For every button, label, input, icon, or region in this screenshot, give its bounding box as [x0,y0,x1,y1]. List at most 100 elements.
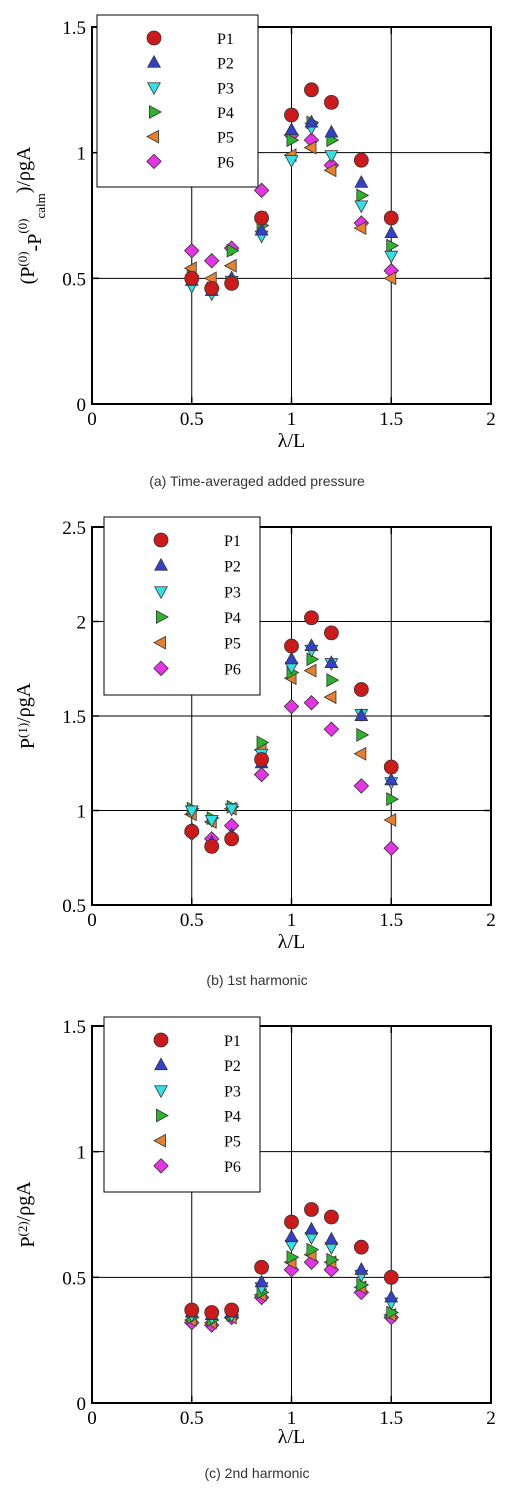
data-point-p2 [324,655,339,669]
legend-label-p6: P6 [224,661,241,678]
data-point-p3 [184,805,199,819]
x-tick-label: 1 [287,910,297,931]
data-point-p3 [284,155,299,169]
data-point-p4 [306,1242,320,1257]
data-point-p3 [324,150,339,164]
legend-marker-p3 [154,586,168,600]
data-point-p4 [306,652,320,667]
data-point-p2 [254,222,269,236]
legend-marker-p1 [153,1032,169,1048]
data-point-p1 [284,1214,299,1230]
x-tick-label: 1.5 [379,1408,403,1429]
y-tick-label: 0.5 [62,1268,86,1289]
legend: P1 P2 P3 P4 P5 P6 [103,516,261,696]
y-axis-label-tail: /ρgA [13,1181,35,1222]
legend-label-p3: P3 [224,584,241,601]
data-point-p1 [383,1269,399,1285]
x-tick-label: 1 [287,1408,297,1429]
data-point-p1 [304,610,319,626]
y-axis-label-base: (P [17,267,39,285]
y-tick-label: 0.5 [62,269,86,290]
data-point-p1 [383,759,399,775]
legend-box [103,516,261,696]
legend-marker-p5 [146,129,159,144]
data-point-p5 [223,258,237,273]
y-axis-label-mid: -P [24,234,46,252]
x-tick-label: 2 [486,409,496,430]
legend-marker-p3 [147,82,161,96]
legend-marker-p3 [154,1085,168,1099]
y-axis-label-base: P [17,738,39,749]
x-tick-label: 0 [87,910,97,931]
data-point-p2 [384,772,399,786]
legend-label-p4: P4 [224,610,241,627]
y-tick-label: 0 [77,1394,87,1415]
legend-marker-p1 [153,532,169,548]
data-point-p1 [254,752,269,767]
y-tick-label: 1.5 [62,18,86,39]
y-axis-label: P(1)/ρgA [13,682,39,749]
chart-panel-2: 0 0.5 1 1.5 20.511.522.5λ/LP(1)/ρgAP1P2P3P4P… [13,516,496,953]
legend-marker-p2 [154,557,168,571]
data-point-p1 [224,831,240,847]
x-tick-label: 0.5 [180,910,204,931]
legend: P1 P2 P3 P4 P5 P6 [103,1016,261,1193]
data-point-p4 [386,1305,400,1320]
y-tick-label: 0.5 [62,896,86,917]
y-axis-label-sup1: (1) [15,723,30,738]
y-tick-label: 1.5 [62,1017,86,1038]
legend-label-p6: P6 [217,154,234,171]
data-point-p2 [304,638,319,652]
legend-marker-p4 [156,610,169,624]
x-tick-label: 1 [287,409,297,430]
y-tick-label: 1.5 [62,707,86,728]
legend-label-p2: P2 [224,1058,241,1075]
y-axis-label-sup2: (0) [15,218,30,233]
legend-label-p3: P3 [217,80,234,97]
data-point-p3 [384,250,399,264]
y-tick-label: 1 [77,802,87,823]
data-point-p3 [204,815,219,828]
data-point-p4 [226,243,240,258]
data-point-p1 [254,1259,269,1275]
data-point-p4 [356,727,370,742]
data-point-p4 [386,238,400,253]
data-point-p6 [383,840,400,857]
y-tick-label: 1 [77,144,87,165]
data-point-p2 [304,1221,319,1235]
x-axis-label: λ/L [278,430,305,452]
legend-marker-p4 [149,105,162,119]
data-point-p1 [304,1202,319,1217]
x-axis-label: λ/L [278,931,305,953]
x-tick-label: 2 [486,910,496,931]
data-point-p6 [253,766,270,783]
legend-label-p2: P2 [217,56,234,73]
data-point-p1 [353,152,369,168]
data-point-p1 [323,1209,339,1225]
y-axis-label-tail: /ρgA [13,682,35,723]
data-point-p1 [204,1305,220,1320]
data-point-p2 [324,1231,339,1245]
data-point-p5 [383,271,397,286]
legend-marker-p1 [146,30,162,46]
data-point-p6 [303,695,320,711]
data-point-p1 [353,682,369,697]
data-point-p4 [356,188,370,203]
data-point-p4 [326,1252,340,1267]
data-point-p2 [284,1229,299,1243]
data-point-p6 [203,252,220,269]
data-point-p1 [304,82,319,98]
data-point-p4 [326,673,340,688]
x-tick-label: 0 [87,409,97,430]
x-tick-label: 2 [486,1408,496,1429]
legend-label-p1: P1 [217,31,234,48]
legend-label-p1: P1 [224,1033,241,1050]
legend-marker-p2 [147,54,161,68]
data-point-p1 [224,1302,240,1318]
data-point-p2 [304,114,319,128]
data-point-p2 [384,1289,399,1303]
data-point-p1 [204,839,220,854]
data-point-p4 [386,792,400,807]
data-points [183,1202,400,1333]
y-tick-label: 2 [77,613,87,634]
